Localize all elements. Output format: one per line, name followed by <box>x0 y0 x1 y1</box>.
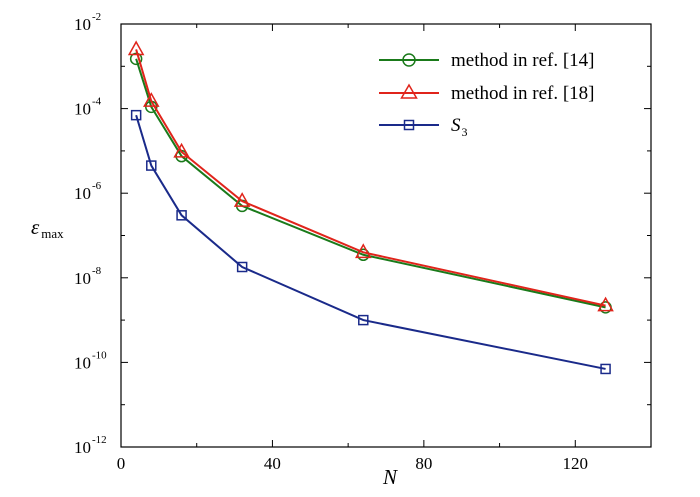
legend-label-s3-main: S <box>451 115 461 136</box>
legend-label-s3-sub: 3 <box>462 125 468 139</box>
y-tick-label: 10 <box>74 269 91 288</box>
y-tick-label-exponent: -6 <box>92 180 102 192</box>
x-tick-label: 0 <box>117 454 126 473</box>
data-point-triangle <box>143 92 160 107</box>
legend-marker-ref18 <box>400 83 418 99</box>
data-point-square <box>146 160 157 171</box>
y-tick-label-exponent: -10 <box>92 349 107 361</box>
y-tick-label: 10 <box>74 15 91 34</box>
y-axis-label-sub: max <box>41 226 64 241</box>
data-point-square <box>130 109 142 121</box>
data-point-triangle <box>355 243 372 259</box>
x-tick-label: 40 <box>264 454 281 473</box>
x-tick-label: 80 <box>415 454 432 473</box>
data-point-square <box>236 261 248 273</box>
legend-label-ref18: method in ref. [18] <box>451 83 595 104</box>
y-tick-label-exponent: -4 <box>92 96 102 108</box>
y-tick-label-exponent: -8 <box>92 265 102 277</box>
series-2 <box>127 40 614 312</box>
y-tick-label-exponent: -12 <box>92 434 107 446</box>
data-point-triangle <box>233 192 251 207</box>
data-point-triangle <box>597 296 614 312</box>
data-point-square <box>600 363 611 375</box>
y-tick-label-exponent: -2 <box>92 11 101 23</box>
x-tick-label: 120 <box>563 454 589 473</box>
series-layer <box>127 40 614 375</box>
data-point-triangle <box>127 40 145 56</box>
legend: method in ref. [14] method in ref. [18] … <box>379 50 595 139</box>
y-axis-label: ε max <box>31 215 64 241</box>
data-point-circle <box>129 52 143 66</box>
x-axis-label: N <box>382 465 398 489</box>
legend-label-ref14: method in ref. [14] <box>451 50 595 71</box>
series-3 <box>130 109 611 375</box>
data-point-triangle <box>173 142 190 158</box>
data-point-square <box>358 314 369 326</box>
series-line <box>135 49 606 307</box>
y-axis-label-base: ε <box>31 215 40 239</box>
y-tick-label: 10 <box>74 438 91 457</box>
legend-label-s3: S3 <box>451 115 468 139</box>
legend-marker-ref14 <box>402 53 416 67</box>
y-tick-label: 10 <box>74 184 91 203</box>
y-tick-label: 10 <box>74 353 91 372</box>
legend-marker-s3 <box>403 119 415 131</box>
data-point-square <box>176 210 187 221</box>
series-line <box>135 114 606 370</box>
y-tick-label: 10 <box>74 100 91 119</box>
